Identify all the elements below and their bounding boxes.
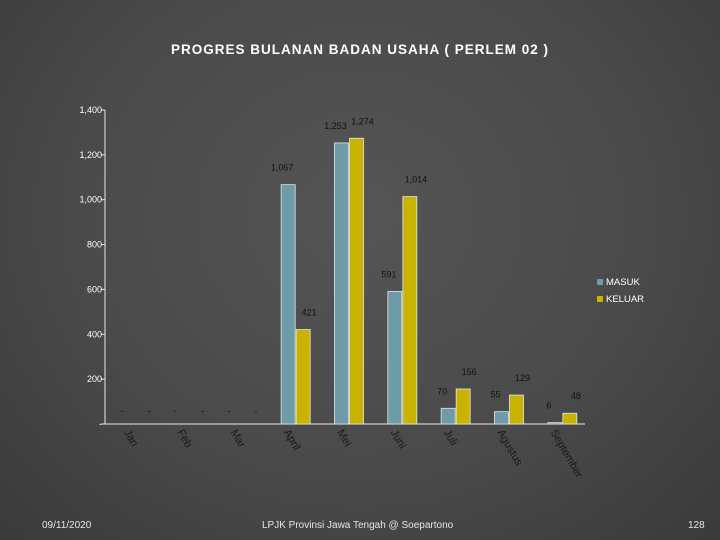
chart-bars (280, 137, 578, 425)
data-labels: - - - - - - 1,067 421 1,253 1,274 591 1,014 70 156 55 1… (121, 116, 581, 416)
data-label-masuk: - (174, 406, 177, 416)
x-category-label: April (281, 428, 302, 453)
bar-masuk (334, 142, 349, 425)
data-label-masuk: 6 (546, 401, 551, 411)
bar-masuk (280, 184, 296, 425)
data-label-keluar: 1,274 (351, 116, 374, 126)
data-label-masuk: - (227, 406, 230, 416)
y-tick-label: 1,000 (79, 195, 102, 205)
data-label-keluar: - (254, 406, 257, 416)
legend-label-keluar: KELUAR (606, 294, 644, 305)
x-category-label: Juni (388, 428, 408, 451)
y-tick-label: 600 (87, 284, 102, 294)
footer-date: 09/11/2020 (42, 520, 92, 531)
data-label-keluar: 1,014 (405, 175, 428, 185)
x-category-label: Feb (174, 428, 194, 450)
data-label-keluar: 48 (571, 391, 581, 401)
chart-title: PROGRES BULANAN BADAN USAHA ( PERLEM 02 … (170, 42, 550, 57)
bar-masuk (440, 407, 456, 425)
bar-keluar (295, 329, 311, 425)
x-category-label: Agustus (494, 428, 525, 469)
data-label-keluar: - (201, 406, 204, 416)
legend-label-masuk: MASUK (606, 277, 640, 288)
y-tick-label: 800 (87, 240, 102, 250)
bar-keluar (562, 412, 578, 425)
y-axis-ticks: - 200 400 600 800 1,000 1,200 1,400 (79, 105, 105, 429)
bar-keluar (509, 394, 524, 425)
y-tick-label: 200 (87, 374, 102, 384)
legend-swatch-masuk (597, 279, 603, 285)
x-category-label: Mar (228, 428, 248, 451)
bar-keluar (402, 196, 418, 425)
x-category-label: Mei (334, 428, 353, 449)
x-category-label: September (548, 428, 585, 481)
legend: MASUK KELUAR (597, 277, 644, 305)
y-tick-label: 1,400 (79, 105, 102, 115)
data-label-masuk: 55 (490, 390, 500, 400)
y-tick-label: - (99, 419, 102, 429)
data-label-keluar: 156 (462, 367, 477, 377)
data-label-keluar: 129 (515, 373, 530, 383)
data-label-keluar: 421 (302, 308, 317, 318)
data-label-masuk: 70 (437, 386, 447, 396)
bar-keluar (349, 137, 364, 425)
y-tick-label: 400 (87, 329, 102, 339)
x-category-label: Juli (441, 428, 460, 448)
bar-masuk (547, 422, 563, 425)
x-category-label: Jan (121, 428, 140, 449)
bar-masuk (494, 411, 509, 425)
data-label-masuk: 1,253 (324, 121, 347, 131)
bar-masuk (387, 291, 403, 425)
data-label-masuk: - (121, 406, 124, 416)
bar-keluar (455, 388, 471, 425)
page-number: 128 (688, 520, 705, 531)
footer-credit: LPJK Provinsi Jawa Tengah @ Soepartono (262, 520, 454, 531)
y-tick-label: 1,200 (79, 150, 102, 160)
data-label-masuk: 1,067 (271, 163, 294, 173)
data-label-masuk: 591 (381, 269, 396, 279)
data-label-keluar: - (148, 406, 151, 416)
x-axis-categories: Jan Feb Mar April Mei Juni Juli Agustus Septembe… (121, 428, 585, 481)
legend-swatch-keluar (597, 296, 603, 302)
